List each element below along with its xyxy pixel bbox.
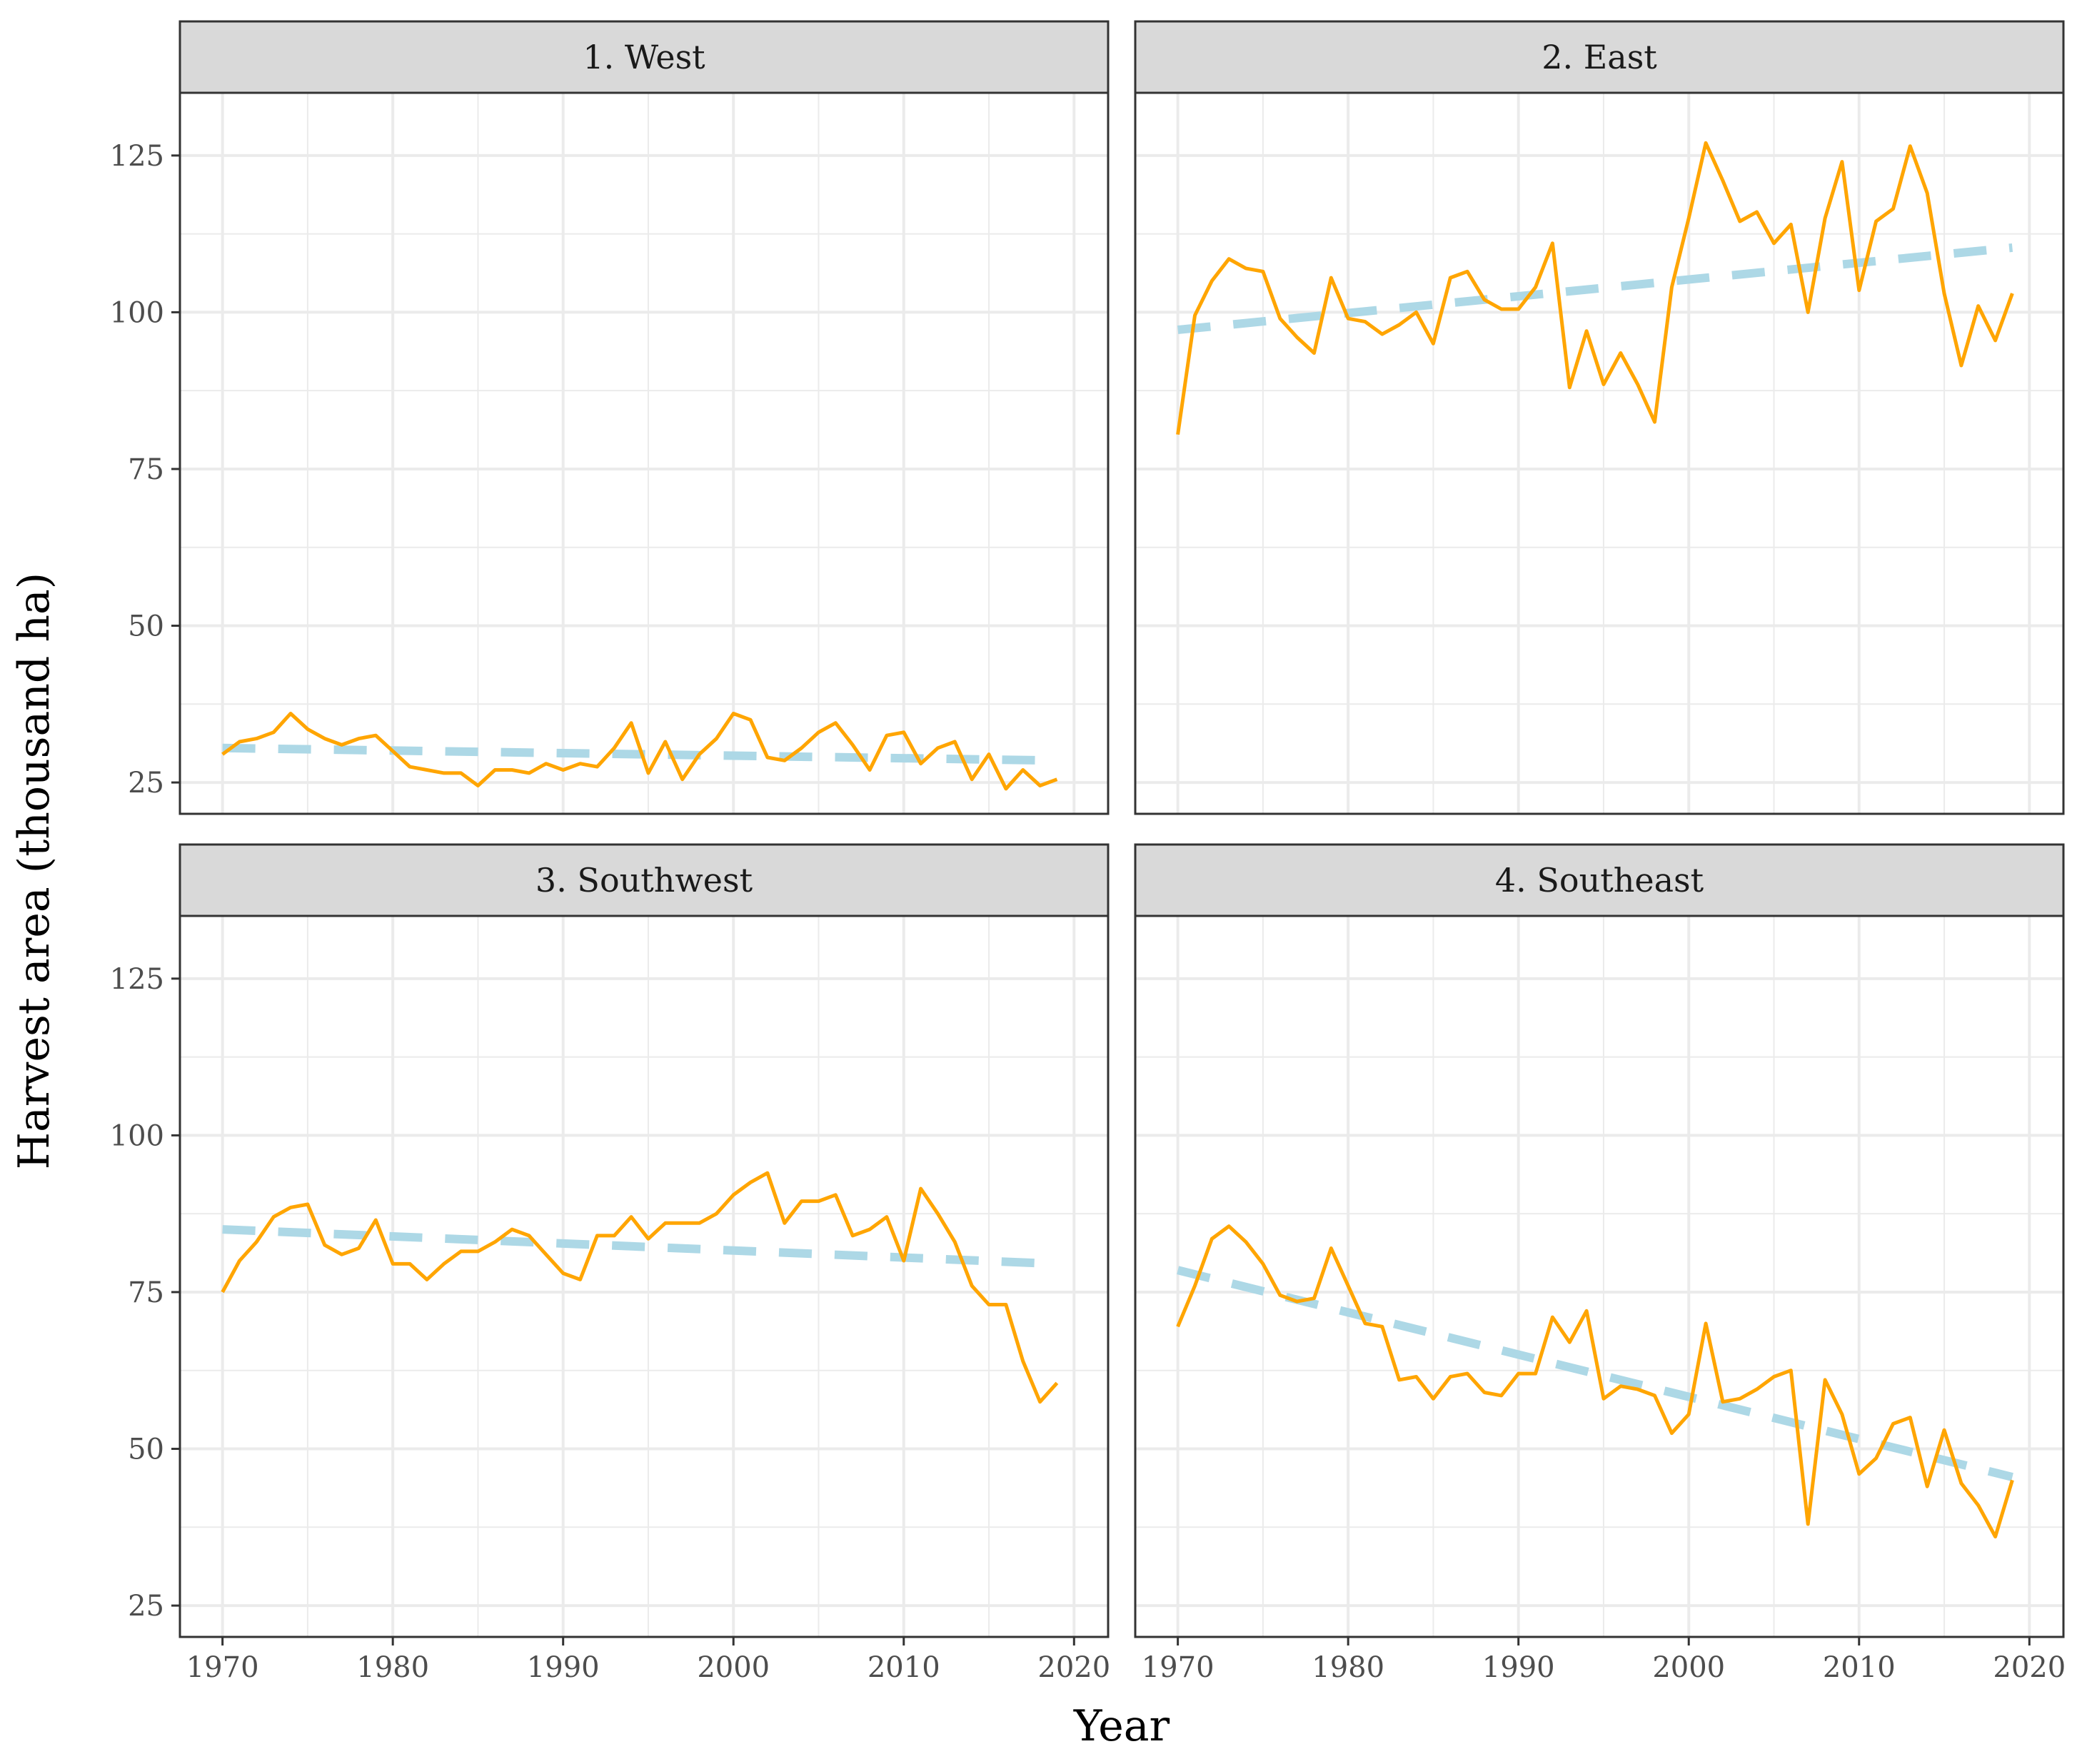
x-tick-label: 2010 [868, 1651, 940, 1684]
observed-series-line [221, 712, 1058, 791]
panel-3: 3. Southwest 25 50 75 100 125 1970 1980 1990 2000… [110, 843, 1110, 1684]
x-tick-label: 2020 [1993, 1651, 2066, 1684]
x-tick-label: 2000 [1652, 1651, 1725, 1684]
y-tick-label: 75 [128, 1276, 164, 1309]
observed-series-line [1176, 1224, 2014, 1538]
facet-strip-label: 4. Southeast [1495, 861, 1704, 899]
y-tick-label: 25 [128, 767, 164, 800]
y-tick-label: 25 [128, 1590, 164, 1623]
panel-background [180, 93, 1108, 814]
facet-strip [178, 20, 1110, 94]
x-tick-label: 1970 [186, 1651, 259, 1684]
facet-strip-label: 1. West [583, 38, 705, 76]
observed-series-line [221, 1171, 1059, 1404]
facet-strip-label: 2. East [1542, 38, 1657, 76]
y-tick-label: 125 [110, 140, 164, 173]
y-tick-label: 100 [110, 296, 164, 329]
panel-2: 2. East [1134, 20, 2065, 815]
trend-line [1177, 243, 2013, 334]
panel-background [1135, 916, 2063, 1637]
x-tick-label: 2010 [1823, 1651, 1896, 1684]
x-tick-label: 2000 [697, 1651, 770, 1684]
panel-background [180, 916, 1108, 1637]
panel-1: 1. West 25 50 75 100 125 [110, 20, 1110, 815]
y-tick-label: 100 [110, 1119, 164, 1152]
x-tick-label: 1980 [1312, 1651, 1384, 1684]
x-tick-label: 1990 [1482, 1651, 1555, 1684]
facet-strip [1134, 20, 2065, 94]
x-tick-label: 2020 [1037, 1651, 1110, 1684]
y-tick-label: 125 [110, 963, 164, 996]
y-tick-label: 50 [128, 610, 164, 643]
facet-strip-label: 3. Southwest [535, 861, 753, 899]
trend-line [222, 1225, 1057, 1269]
y-tick-label: 75 [128, 453, 164, 486]
panels-layer: 1. West 25 50 75 100 125 2. East 3. Southwest 25… [110, 20, 2066, 1684]
trend-line [1177, 1266, 2013, 1481]
facet-strip [178, 843, 1110, 917]
x-tick-label: 1980 [356, 1651, 429, 1684]
panel-background [1135, 93, 2063, 814]
x-tick-label: 1970 [1142, 1651, 1215, 1684]
observed-series-line [1176, 141, 2014, 435]
y-tick-label: 50 [128, 1433, 164, 1466]
x-tick-label: 1990 [527, 1651, 600, 1684]
y-axis-title: Harvest area (thousand ha) [9, 573, 59, 1169]
facet-strip [1134, 843, 2065, 917]
x-axis-title: Year [1073, 1701, 1170, 1751]
panel-4: 4. Southeast 1970 1980 1990 2000 2010 2020 [1134, 843, 2066, 1684]
